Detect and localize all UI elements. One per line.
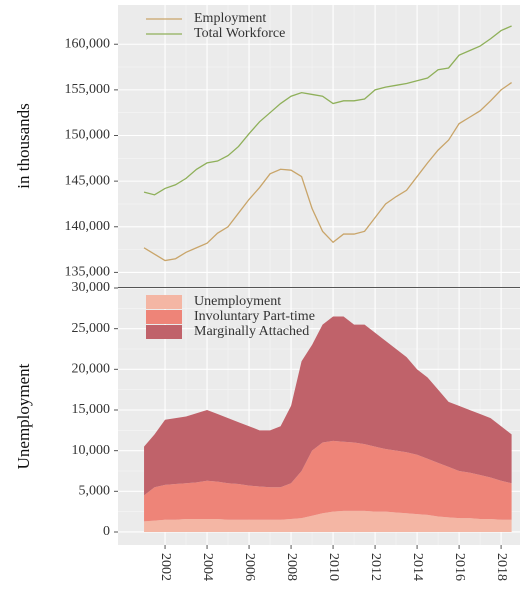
x-tick-label: 2018 xyxy=(494,553,509,581)
y-tick-label: 145,000 xyxy=(65,173,111,188)
y-tick-label: 30,000 xyxy=(72,280,111,295)
area xyxy=(144,510,512,532)
legend-swatch xyxy=(146,295,182,309)
y-tick-label: 160,000 xyxy=(65,36,111,51)
legend-label: Unemployment xyxy=(194,294,281,309)
x-tick-label: 2010 xyxy=(326,553,341,581)
legend-label: Involuntary Part-time xyxy=(194,309,315,324)
y-tick-label: 0 xyxy=(103,524,110,539)
area xyxy=(144,316,512,496)
plot-background xyxy=(118,5,520,287)
y-tick-label: 150,000 xyxy=(65,128,111,143)
legend-label: Marginally Attached xyxy=(194,324,309,339)
x-tick-label: 2016 xyxy=(452,553,467,581)
y-tick-label: 135,000 xyxy=(65,265,111,280)
line xyxy=(143,25,512,196)
x-tick-label: 2004 xyxy=(200,553,215,581)
area xyxy=(144,440,512,522)
y-tick-label: 20,000 xyxy=(72,362,111,377)
x-tick-label: 2002 xyxy=(158,553,173,581)
legend-label: Total Workforce xyxy=(194,26,285,41)
legend-swatch xyxy=(146,310,182,324)
y-tick-label: 25,000 xyxy=(72,321,111,336)
y-tick-label: 155,000 xyxy=(65,82,111,97)
x-tick-label: 2008 xyxy=(284,553,299,581)
line xyxy=(143,82,512,262)
y-tick-label: 15,000 xyxy=(72,402,111,417)
legend-swatch xyxy=(146,325,182,339)
y-axis-label: in thousands xyxy=(14,103,33,188)
x-tick-label: 2014 xyxy=(410,553,425,581)
legend-label: Employment xyxy=(194,11,266,26)
x-tick-label: 2006 xyxy=(242,553,257,581)
y-tick-label: 10,000 xyxy=(72,443,111,458)
y-tick-label: 140,000 xyxy=(65,219,111,234)
y-axis-label: Unemployment xyxy=(14,363,33,469)
x-tick-label: 2012 xyxy=(368,553,383,581)
y-tick-label: 5,000 xyxy=(79,484,111,499)
